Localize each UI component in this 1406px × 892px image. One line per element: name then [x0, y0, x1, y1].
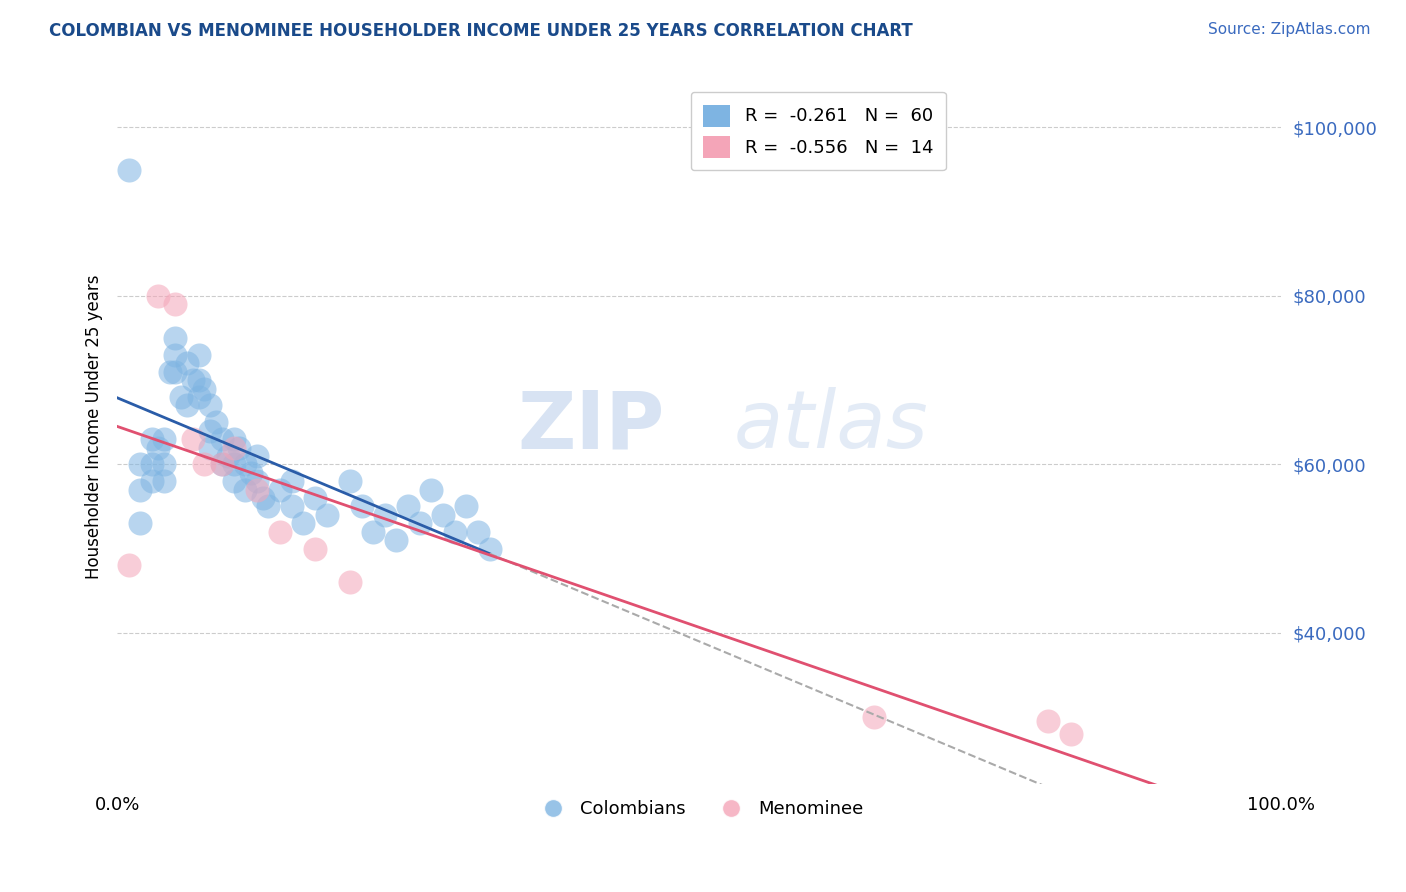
Y-axis label: Householder Income Under 25 years: Householder Income Under 25 years	[86, 274, 103, 579]
Point	[478, 541, 501, 556]
Point	[187, 390, 209, 404]
Point	[233, 483, 256, 497]
Point	[246, 449, 269, 463]
Point	[304, 541, 326, 556]
Point	[222, 474, 245, 488]
Point	[257, 500, 280, 514]
Point	[118, 162, 141, 177]
Point	[152, 432, 174, 446]
Point	[146, 441, 169, 455]
Point	[1060, 727, 1083, 741]
Point	[159, 365, 181, 379]
Point	[222, 441, 245, 455]
Point	[187, 348, 209, 362]
Point	[862, 710, 884, 724]
Point	[146, 289, 169, 303]
Point	[165, 297, 187, 311]
Point	[252, 491, 274, 505]
Point	[228, 441, 250, 455]
Point	[374, 508, 396, 522]
Point	[292, 516, 315, 531]
Text: ZIP: ZIP	[517, 387, 664, 466]
Point	[176, 356, 198, 370]
Point	[170, 390, 193, 404]
Point	[396, 500, 419, 514]
Point	[281, 474, 304, 488]
Point	[339, 575, 361, 590]
Point	[141, 474, 163, 488]
Point	[165, 365, 187, 379]
Text: COLOMBIAN VS MENOMINEE HOUSEHOLDER INCOME UNDER 25 YEARS CORRELATION CHART: COLOMBIAN VS MENOMINEE HOUSEHOLDER INCOM…	[49, 22, 912, 40]
Point	[456, 500, 478, 514]
Point	[222, 458, 245, 472]
Point	[246, 474, 269, 488]
Point	[420, 483, 443, 497]
Point	[269, 483, 291, 497]
Point	[361, 524, 384, 539]
Point	[165, 331, 187, 345]
Point	[129, 483, 152, 497]
Point	[385, 533, 408, 548]
Point	[217, 449, 239, 463]
Text: Source: ZipAtlas.com: Source: ZipAtlas.com	[1208, 22, 1371, 37]
Point	[152, 458, 174, 472]
Point	[315, 508, 337, 522]
Point	[281, 500, 304, 514]
Point	[240, 466, 263, 480]
Point	[200, 399, 222, 413]
Point	[443, 524, 465, 539]
Text: atlas: atlas	[734, 387, 929, 466]
Point	[129, 516, 152, 531]
Point	[211, 432, 233, 446]
Point	[205, 415, 228, 429]
Point	[200, 441, 222, 455]
Point	[141, 458, 163, 472]
Point	[409, 516, 432, 531]
Point	[176, 399, 198, 413]
Point	[211, 458, 233, 472]
Point	[211, 458, 233, 472]
Point	[339, 474, 361, 488]
Point	[141, 432, 163, 446]
Point	[165, 348, 187, 362]
Point	[350, 500, 373, 514]
Point	[181, 432, 204, 446]
Point	[152, 474, 174, 488]
Point	[193, 458, 215, 472]
Point	[200, 424, 222, 438]
Point	[129, 458, 152, 472]
Point	[304, 491, 326, 505]
Point	[269, 524, 291, 539]
Point	[181, 373, 204, 387]
Point	[222, 432, 245, 446]
Point	[193, 382, 215, 396]
Point	[187, 373, 209, 387]
Point	[467, 524, 489, 539]
Point	[1038, 714, 1060, 729]
Point	[246, 483, 269, 497]
Legend: Colombians, Menominee: Colombians, Menominee	[527, 793, 870, 825]
Point	[432, 508, 454, 522]
Point	[118, 558, 141, 573]
Point	[233, 458, 256, 472]
